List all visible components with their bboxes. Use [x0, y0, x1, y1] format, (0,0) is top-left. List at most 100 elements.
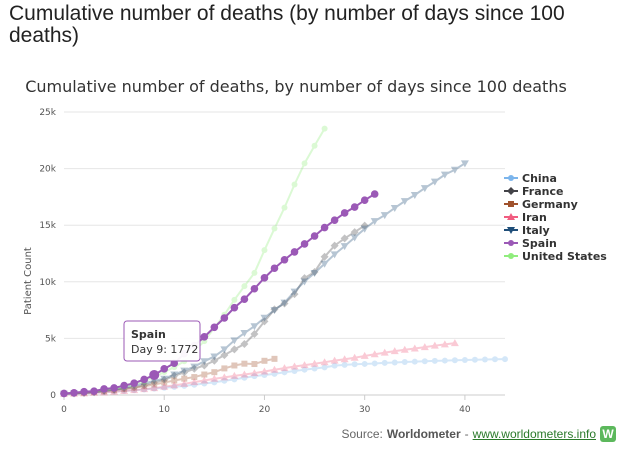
data-point-iran	[270, 365, 279, 373]
data-point-china	[471, 356, 478, 363]
data-point-iran	[250, 369, 259, 377]
data-point-germany	[141, 383, 148, 390]
data-point-france	[320, 252, 329, 261]
data-point-united-states	[261, 247, 268, 254]
data-point-france	[200, 361, 209, 370]
legend-label: China	[522, 172, 557, 185]
deaths-line-chart: Cumulative number of deaths, by number o…	[23, 77, 607, 415]
legend-item-germany[interactable]: Germany	[504, 198, 578, 211]
data-point-france	[270, 305, 279, 314]
data-point-spain	[120, 381, 128, 390]
data-point-china	[461, 356, 468, 363]
data-point-italy	[240, 330, 249, 338]
data-point-china	[361, 360, 368, 367]
series-line-spain	[63, 193, 376, 395]
data-point-iran	[140, 385, 149, 393]
data-point-italy	[440, 171, 449, 179]
data-point-spain	[260, 274, 269, 282]
data-point-china	[431, 357, 438, 364]
data-point-spain	[60, 389, 68, 398]
x-tick-label: 20	[259, 405, 271, 415]
data-point-france	[190, 364, 199, 373]
x-tick-label: 30	[359, 405, 371, 415]
data-point-china	[261, 371, 268, 378]
data-point-iran	[410, 344, 419, 352]
y-axis-label: Patient Count	[23, 247, 34, 315]
data-point-france	[260, 317, 269, 326]
legend-label: Germany	[522, 198, 578, 211]
data-point-iran	[120, 386, 129, 394]
data-point-iran	[350, 353, 359, 361]
data-point-france	[240, 340, 249, 349]
source-link[interactable]: www.worldometers.info	[472, 427, 596, 441]
data-point-iran	[150, 384, 159, 392]
data-point-china	[211, 379, 218, 386]
data-point-iran	[430, 341, 439, 349]
data-point-spain	[290, 248, 299, 256]
data-point-italy	[430, 178, 439, 186]
data-point-italy	[350, 234, 359, 242]
data-point-iran	[280, 364, 289, 372]
data-point-france	[350, 228, 359, 237]
data-point-italy	[320, 260, 329, 268]
data-point-china	[421, 358, 428, 365]
legend-item-italy[interactable]: Italy	[504, 224, 550, 237]
data-point-united-states	[311, 142, 318, 149]
data-point-italy	[360, 225, 369, 233]
data-point-spain	[340, 209, 349, 217]
data-point-united-states	[251, 269, 258, 276]
legend-item-france[interactable]: France	[504, 185, 563, 198]
data-point-united-states	[321, 125, 328, 132]
data-point-china	[271, 370, 278, 377]
data-point-italy	[270, 307, 279, 315]
data-point-china	[311, 365, 318, 372]
data-point-china	[301, 366, 308, 373]
data-point-china	[371, 360, 378, 367]
data-point-italy	[280, 299, 289, 307]
data-point-china	[131, 387, 138, 394]
data-point-spain	[80, 387, 88, 396]
data-point-china	[171, 383, 178, 390]
data-point-spain	[270, 264, 279, 273]
data-point-china	[491, 356, 498, 363]
data-point-china	[391, 359, 398, 366]
data-point-france	[310, 267, 319, 276]
data-point-united-states	[231, 296, 238, 303]
data-point-spain	[300, 240, 309, 248]
data-point-france	[210, 356, 219, 365]
data-point-china	[331, 362, 338, 369]
data-point-spain	[310, 232, 319, 240]
legend-label: Spain	[522, 237, 557, 250]
tooltip-text: Day 9: 1772	[131, 343, 198, 356]
legend-marker-icon	[508, 253, 514, 259]
data-point-china	[341, 361, 348, 368]
legend-item-united-states[interactable]: United States	[504, 250, 607, 263]
data-point-germany	[211, 369, 218, 376]
legend-marker-icon	[507, 213, 515, 220]
legend-item-spain[interactable]: Spain	[504, 237, 557, 250]
data-point-iran	[450, 339, 459, 347]
data-point-italy	[450, 166, 459, 174]
source-name: Worldometer	[386, 427, 461, 441]
data-point-italy	[200, 358, 209, 366]
data-point-iran	[420, 343, 429, 351]
legend-item-china[interactable]: China	[504, 172, 557, 185]
legend-item-iran[interactable]: Iran	[504, 211, 547, 224]
data-point-iran	[180, 379, 189, 387]
data-point-spain	[240, 295, 249, 303]
x-tick-label: 10	[159, 405, 171, 415]
series-line-iran	[63, 342, 456, 395]
data-point-spain	[370, 190, 379, 198]
data-point-china	[201, 380, 208, 387]
page-title: Cumulative number of deaths (by number o…	[9, 2, 565, 47]
data-point-italy	[370, 218, 379, 226]
data-point-china	[291, 368, 298, 375]
data-point-italy	[330, 251, 339, 259]
data-point-germany	[201, 371, 208, 378]
legend-marker-icon	[508, 201, 514, 207]
data-point-iran	[260, 367, 269, 375]
data-point-iran	[440, 340, 449, 348]
data-point-germany	[171, 377, 178, 384]
data-point-iran	[340, 355, 349, 363]
